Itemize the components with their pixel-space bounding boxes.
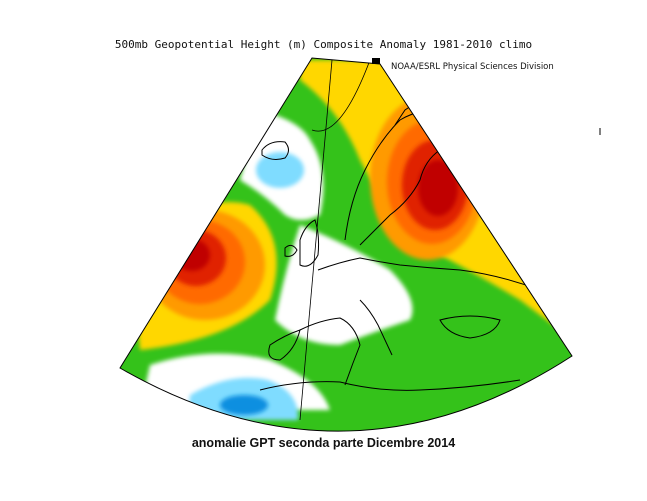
negative-anomaly-greenland [256, 152, 304, 188]
map-title: 500mb Geopotential Height (m) Composite … [114, 38, 533, 51]
credit-label: NOAA/ESRL Physical Sciences Division [391, 62, 554, 72]
map-frame [119, 57, 573, 432]
map-caption: anomalie GPT seconda parte Dicembre 2014 [191, 436, 456, 450]
positive-anomaly-atlantic [145, 210, 265, 320]
positive-anomaly-scandinavia [370, 96, 486, 260]
frame-mark [372, 58, 380, 64]
grid-lines [299, 59, 371, 421]
